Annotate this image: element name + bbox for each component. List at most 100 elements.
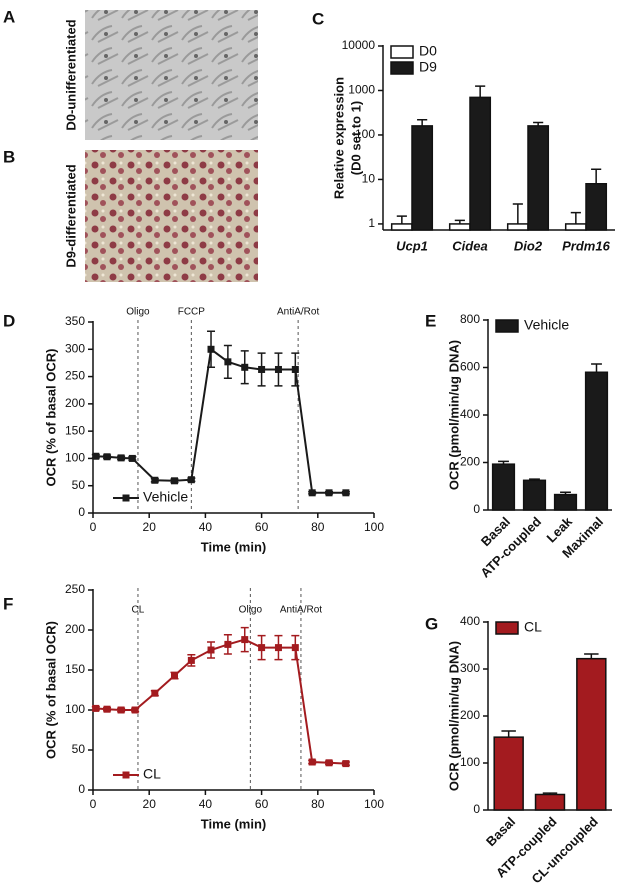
bar — [553, 493, 578, 511]
y-axis-label: OCR (pmol/min/ug DNA) — [446, 340, 461, 490]
y-tick-label: 100 — [460, 755, 480, 769]
marker — [170, 672, 178, 680]
micrograph — [85, 10, 258, 140]
panel-letter: B — [3, 147, 15, 166]
marker — [117, 454, 125, 462]
x-tick-label: 20 — [143, 520, 157, 534]
bar — [506, 223, 529, 231]
panel-letter: F — [3, 594, 13, 613]
y-axis-label: (D0 set to 1) — [348, 101, 363, 175]
x-tick-label: Ucp1 — [396, 238, 428, 253]
y-tick-label: 100 — [65, 702, 85, 716]
x-tick-label: Prdm16 — [562, 238, 610, 253]
line — [95, 638, 346, 765]
legend-label: D0 — [419, 43, 437, 59]
marker — [342, 760, 350, 768]
marker — [92, 452, 100, 460]
marker — [187, 476, 195, 484]
x-tick-label: 0 — [90, 797, 97, 811]
legend-marker — [122, 494, 130, 502]
error-bar — [570, 211, 581, 224]
marker — [325, 489, 333, 497]
legend-swatch — [495, 319, 519, 333]
y-tick-label: 0 — [78, 505, 85, 519]
marker — [224, 640, 232, 648]
y-tick-label: 350 — [65, 314, 85, 328]
marker — [131, 706, 139, 714]
marker — [187, 656, 195, 664]
marker — [241, 636, 249, 644]
y-tick-label: 200 — [460, 455, 480, 469]
y-tick-label: 1000 — [348, 83, 375, 97]
legend-label: Vehicle — [524, 317, 569, 333]
y-tick-label: 1 — [368, 216, 375, 230]
bar — [390, 223, 413, 231]
y-tick-label: 0 — [473, 502, 480, 516]
y-tick-label: 200 — [65, 396, 85, 410]
error-bar — [417, 118, 428, 126]
legend-marker — [122, 771, 130, 779]
y-tick-label: 0 — [78, 782, 85, 796]
bar — [564, 223, 587, 231]
error-bar — [498, 460, 509, 465]
y-tick-label: 400 — [460, 614, 480, 628]
error-bar — [501, 730, 516, 738]
x-tick-label: 40 — [199, 797, 213, 811]
y-tick-label: 50 — [72, 742, 86, 756]
y-tick-label: 300 — [460, 661, 480, 675]
bar — [448, 223, 471, 231]
marker — [308, 489, 316, 497]
marker — [103, 453, 111, 461]
marker — [92, 704, 100, 712]
bar — [585, 183, 608, 231]
y-tick-label: 150 — [65, 662, 85, 676]
x-tick-label: 80 — [311, 797, 325, 811]
legend-label: Vehicle — [143, 489, 188, 505]
line — [95, 347, 346, 494]
marker — [325, 759, 333, 767]
panel-letter: C — [312, 9, 324, 28]
error-bar — [591, 363, 602, 373]
y-axis-label: OCR (% of basal OCR) — [43, 621, 58, 759]
bar — [411, 125, 434, 231]
error-bar — [454, 219, 465, 224]
marker — [291, 644, 299, 652]
y-tick-label: 0 — [473, 802, 480, 816]
marker — [258, 644, 266, 652]
marker — [103, 705, 111, 713]
image-label: D9-differentiated — [63, 164, 78, 267]
y-axis-label: Relative expression — [331, 77, 346, 199]
event-label: AntiA/Rot — [280, 605, 322, 616]
y-tick-label: 10000 — [342, 38, 376, 52]
x-tick-label: 0 — [90, 520, 97, 534]
y-tick-label: 250 — [65, 369, 85, 383]
legend-swatch — [495, 621, 519, 635]
marker — [274, 365, 282, 373]
x-tick-label: 100 — [364, 797, 384, 811]
legend-label: CL — [524, 619, 542, 635]
error-bar — [512, 203, 523, 224]
image-label: D0-unifferentiated — [63, 19, 78, 130]
bar — [522, 479, 547, 511]
event-label: FCCP — [178, 307, 206, 318]
y-tick-label: 200 — [65, 622, 85, 636]
marker — [128, 454, 136, 462]
bar — [469, 96, 492, 231]
marker — [207, 646, 215, 654]
legend-label: CL — [143, 766, 161, 782]
bar — [527, 125, 550, 231]
error-bar — [533, 121, 544, 126]
marker — [117, 706, 125, 714]
error-bar — [542, 792, 558, 795]
x-axis-label: Time (min) — [201, 816, 267, 831]
x-tick-label: Basal — [483, 814, 518, 849]
marker — [151, 689, 159, 697]
marker — [274, 644, 282, 652]
marker — [207, 345, 215, 353]
bar — [493, 736, 524, 811]
y-tick-label: 800 — [460, 312, 480, 326]
x-tick-label: 100 — [364, 520, 384, 534]
error-bar — [560, 491, 571, 495]
panel-letter: E — [425, 311, 436, 330]
